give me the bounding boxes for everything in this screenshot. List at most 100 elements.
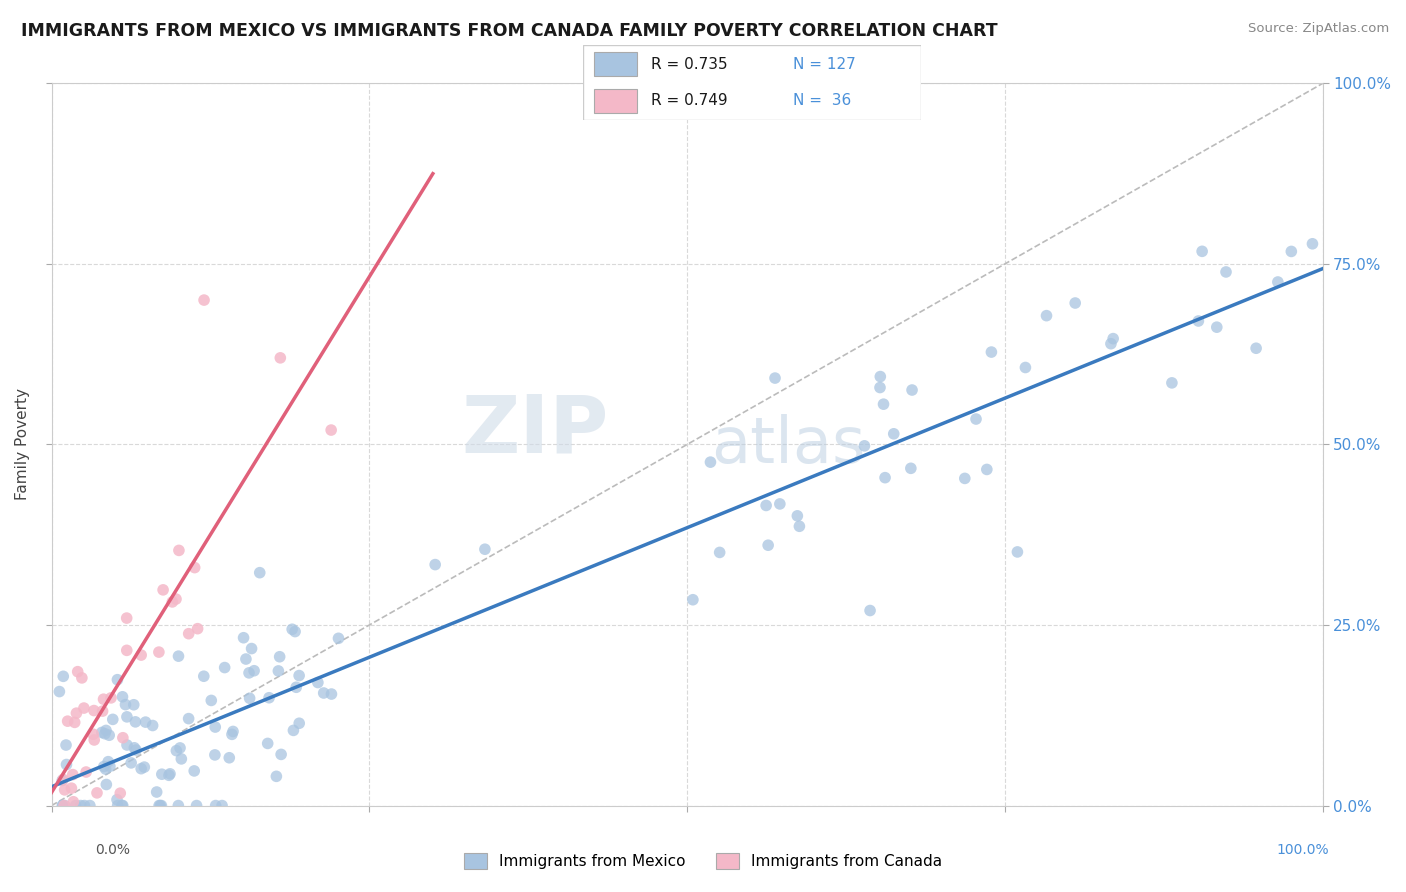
Point bbox=[149, 798, 172, 813]
Point bbox=[200, 693, 222, 707]
Point bbox=[321, 423, 343, 437]
Point bbox=[1035, 309, 1057, 323]
Point bbox=[869, 369, 891, 384]
Point bbox=[1301, 236, 1323, 251]
Point bbox=[1191, 244, 1213, 259]
Text: atlas: atlas bbox=[711, 414, 866, 475]
Point bbox=[65, 706, 87, 721]
Point bbox=[150, 767, 173, 781]
Point bbox=[107, 798, 129, 813]
Point bbox=[193, 293, 215, 307]
Point bbox=[111, 690, 134, 704]
Point bbox=[53, 783, 76, 797]
Point bbox=[1014, 360, 1036, 375]
Text: R = 0.749: R = 0.749 bbox=[651, 93, 727, 108]
Y-axis label: Family Poverty: Family Poverty bbox=[15, 389, 30, 500]
Point bbox=[52, 669, 75, 683]
Point bbox=[115, 643, 138, 657]
Point bbox=[900, 461, 922, 475]
Point bbox=[980, 345, 1002, 359]
Point bbox=[135, 715, 157, 730]
Point bbox=[321, 687, 343, 701]
Point bbox=[285, 680, 308, 694]
Point bbox=[1099, 336, 1122, 351]
Point bbox=[111, 798, 134, 813]
Point bbox=[699, 455, 721, 469]
Point bbox=[97, 755, 120, 769]
Point bbox=[763, 371, 786, 385]
FancyBboxPatch shape bbox=[583, 45, 921, 120]
Point bbox=[312, 686, 335, 700]
Point bbox=[222, 724, 245, 739]
Point bbox=[853, 439, 876, 453]
Point bbox=[177, 626, 200, 640]
Point bbox=[170, 752, 193, 766]
Point bbox=[755, 499, 778, 513]
Point bbox=[100, 690, 122, 705]
Point bbox=[965, 412, 987, 426]
Point bbox=[257, 690, 280, 705]
Point bbox=[1267, 275, 1289, 289]
Point bbox=[73, 701, 96, 715]
Point bbox=[288, 716, 311, 731]
Point bbox=[267, 664, 290, 678]
Point bbox=[789, 519, 811, 533]
Point bbox=[142, 718, 165, 732]
Point bbox=[82, 727, 104, 741]
Point bbox=[53, 798, 76, 813]
Point bbox=[98, 759, 121, 773]
Point bbox=[52, 798, 75, 813]
Point bbox=[204, 720, 226, 734]
Point bbox=[124, 714, 146, 729]
Point bbox=[159, 767, 181, 781]
Point bbox=[53, 798, 76, 813]
Point bbox=[96, 777, 118, 791]
Point bbox=[111, 731, 134, 745]
Point bbox=[1244, 341, 1267, 355]
Point bbox=[94, 762, 117, 776]
Point bbox=[238, 665, 260, 680]
Point bbox=[86, 786, 108, 800]
Point bbox=[69, 798, 91, 813]
Point bbox=[218, 751, 240, 765]
Point bbox=[101, 712, 124, 726]
Text: ZIP: ZIP bbox=[461, 391, 609, 469]
Point bbox=[211, 798, 233, 813]
Point bbox=[281, 622, 304, 636]
FancyBboxPatch shape bbox=[593, 52, 637, 77]
Text: N =  36: N = 36 bbox=[793, 93, 851, 108]
Point bbox=[65, 798, 87, 813]
Point bbox=[756, 538, 779, 552]
Point bbox=[214, 660, 236, 674]
Point bbox=[148, 798, 170, 813]
Text: 100.0%: 100.0% bbox=[1277, 843, 1329, 857]
Point bbox=[169, 740, 191, 755]
Point bbox=[70, 671, 93, 685]
Point bbox=[90, 725, 112, 739]
Point bbox=[266, 769, 288, 783]
Point bbox=[269, 649, 291, 664]
Point bbox=[283, 723, 305, 738]
Text: IMMIGRANTS FROM MEXICO VS IMMIGRANTS FROM CANADA FAMILY POVERTY CORRELATION CHAR: IMMIGRANTS FROM MEXICO VS IMMIGRANTS FRO… bbox=[21, 22, 998, 40]
Point bbox=[129, 648, 152, 662]
Point bbox=[51, 798, 73, 813]
Point bbox=[167, 798, 190, 813]
Point bbox=[129, 762, 152, 776]
Point bbox=[249, 566, 271, 580]
Legend: Immigrants from Mexico, Immigrants from Canada: Immigrants from Mexico, Immigrants from … bbox=[458, 847, 948, 875]
Point bbox=[235, 652, 257, 666]
Point bbox=[869, 380, 891, 394]
Point bbox=[183, 560, 205, 574]
FancyBboxPatch shape bbox=[593, 88, 637, 112]
Point bbox=[183, 764, 205, 778]
Point bbox=[75, 765, 97, 780]
Text: R = 0.735: R = 0.735 bbox=[651, 57, 727, 72]
Point bbox=[134, 760, 156, 774]
Point bbox=[901, 383, 924, 397]
Point bbox=[769, 497, 792, 511]
Point bbox=[55, 738, 77, 752]
Point bbox=[165, 592, 187, 607]
Point bbox=[98, 728, 121, 742]
Point bbox=[859, 603, 882, 617]
Point bbox=[162, 595, 184, 609]
